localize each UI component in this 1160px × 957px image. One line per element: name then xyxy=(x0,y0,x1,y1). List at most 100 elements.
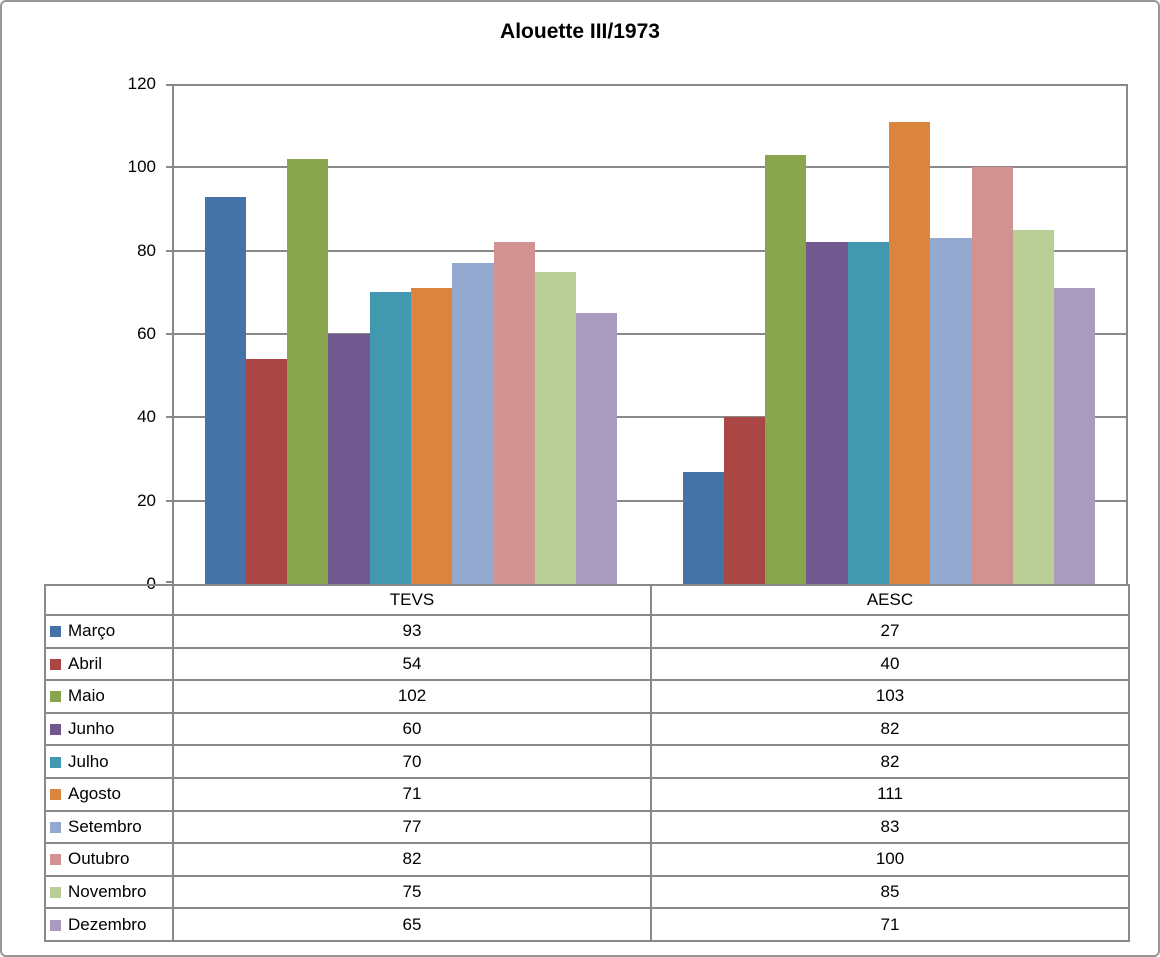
value-cell-maio-tevs: 102 xyxy=(172,679,652,714)
table-row-junho: Junho 60 82 xyxy=(44,711,1130,747)
y-axis-tick xyxy=(166,84,172,86)
legend-swatch-icon xyxy=(50,756,61,768)
series-name: Junho xyxy=(68,719,115,739)
bar-março-aesc xyxy=(682,471,724,584)
value-cell-julho-aesc: 82 xyxy=(650,744,1130,779)
bar-outubro-aesc xyxy=(971,167,1013,584)
y-axis-label: 80 xyxy=(137,240,156,260)
legend-cell-maio: Maio xyxy=(44,679,174,714)
legend-cell-junho: Junho xyxy=(44,711,174,747)
bar-maio-aesc xyxy=(765,154,807,584)
value-cell-setembro-tevs: 77 xyxy=(172,809,652,845)
bar-maio-tevs xyxy=(287,159,329,584)
legend-cell-julho: Julho xyxy=(44,744,174,779)
table-corner-blank xyxy=(44,584,174,616)
y-axis-tick xyxy=(166,249,172,252)
bar-group-aesc xyxy=(650,84,1128,584)
value-cell-outubro-aesc: 100 xyxy=(650,842,1130,877)
gridline xyxy=(172,333,1128,335)
bar-junho-aesc xyxy=(806,242,848,584)
legend-swatch-icon xyxy=(50,821,61,833)
value-cell-novembro-tevs: 75 xyxy=(172,874,652,910)
value-cell-agosto-tevs: 71 xyxy=(172,776,652,812)
value-cell-dezembro-aesc: 71 xyxy=(650,907,1130,942)
value-cell-abril-aesc: 40 xyxy=(650,646,1130,682)
bar-agosto-aesc xyxy=(889,121,931,584)
table-row-outubro: Outubro 82 100 xyxy=(44,842,1130,877)
category-header-row: TEVS AESC xyxy=(44,584,1130,616)
legend-cell-agosto: Agosto xyxy=(44,776,174,812)
gridline xyxy=(172,166,1128,169)
legend-swatch-icon xyxy=(50,691,61,703)
value-cell-maio-aesc: 103 xyxy=(650,679,1130,714)
legend-cell-março: Março xyxy=(44,614,174,649)
table-row-novembro: Novembro 75 85 xyxy=(44,874,1130,910)
table-row-setembro: Setembro 77 83 xyxy=(44,809,1130,845)
series-name: Setembro xyxy=(68,816,142,836)
plot-area: 0 20 40 60 80 100 120 xyxy=(128,74,1128,593)
y-axis-label: 0 xyxy=(146,574,156,593)
value-cell-março-aesc: 27 xyxy=(650,614,1130,649)
value-cell-agosto-aesc: 111 xyxy=(650,776,1130,812)
bar-agosto-tevs xyxy=(411,288,453,584)
value-cell-julho-tevs: 70 xyxy=(172,744,652,779)
y-axis-label: 20 xyxy=(137,490,156,510)
bar-setembro-tevs xyxy=(452,263,494,584)
bar-novembro-tevs xyxy=(534,271,577,584)
table-row-março: Março 93 27 xyxy=(44,614,1130,649)
bar-julho-aesc xyxy=(847,242,889,584)
y-axis-label: 40 xyxy=(137,407,156,427)
chart-title: Alouette III/1973 xyxy=(500,20,660,43)
series-name: Dezembro xyxy=(68,914,147,934)
series-name: Outubro xyxy=(68,849,130,869)
legend-swatch-icon xyxy=(50,789,61,801)
value-cell-setembro-aesc: 83 xyxy=(650,809,1130,845)
legend-swatch-icon xyxy=(50,626,61,638)
y-axis-label: 60 xyxy=(137,324,156,343)
y-axis-tick xyxy=(166,166,172,169)
value-cell-março-tevs: 93 xyxy=(172,614,652,649)
legend-swatch-icon xyxy=(50,854,61,866)
value-cell-abril-tevs: 54 xyxy=(172,646,652,682)
bar-dezembro-tevs xyxy=(576,313,618,584)
legend-swatch-icon xyxy=(50,887,61,899)
series-name: Agosto xyxy=(68,784,121,804)
series-name: Maio xyxy=(68,686,105,706)
series-name: Abril xyxy=(68,653,103,673)
legend-cell-dezembro: Dezembro xyxy=(44,907,174,942)
series-name: Março xyxy=(68,621,116,641)
bar-novembro-aesc xyxy=(1012,229,1055,584)
bar-group-tevs xyxy=(172,84,650,584)
legend-swatch-icon xyxy=(50,658,61,670)
y-axis-label: 100 xyxy=(127,157,156,177)
table-row-agosto: Agosto 71 111 xyxy=(44,776,1130,812)
plot-top-border xyxy=(172,84,1128,86)
gridline xyxy=(172,249,1128,252)
data-table: TEVS AESC Março 93 27 Abril 54 40 Maio 102 103 Junh… xyxy=(44,584,1130,942)
legend-cell-abril: Abril xyxy=(44,646,174,682)
value-cell-junho-tevs: 60 xyxy=(172,711,652,747)
legend-swatch-icon xyxy=(50,919,61,931)
legend-swatch-icon xyxy=(50,724,61,736)
bar-março-tevs xyxy=(204,196,246,584)
category-header-aesc: AESC xyxy=(650,584,1130,616)
legend-cell-outubro: Outubro xyxy=(44,842,174,877)
bar-abril-aesc xyxy=(723,417,766,584)
y-axis-tick xyxy=(166,581,172,583)
gridline xyxy=(172,416,1128,419)
bar-julho-tevs xyxy=(369,292,411,584)
category-header-tevs: TEVS xyxy=(172,584,652,616)
table-row-abril: Abril 54 40 xyxy=(44,646,1130,682)
value-cell-outubro-tevs: 82 xyxy=(172,842,652,877)
legend-cell-novembro: Novembro xyxy=(44,874,174,910)
bar-outubro-tevs xyxy=(493,242,535,584)
value-cell-junho-aesc: 82 xyxy=(650,711,1130,747)
bar-junho-tevs xyxy=(328,334,370,584)
bar-dezembro-aesc xyxy=(1054,288,1096,584)
value-cell-novembro-aesc: 85 xyxy=(650,874,1130,910)
table-row-julho: Julho 70 82 xyxy=(44,744,1130,779)
bar-abril-tevs xyxy=(245,359,288,584)
y-axis-label: 120 xyxy=(127,74,156,93)
data-table-wrap: TEVS AESC Março 93 27 Abril 54 40 Maio 102 103 Junh… xyxy=(44,584,1130,942)
